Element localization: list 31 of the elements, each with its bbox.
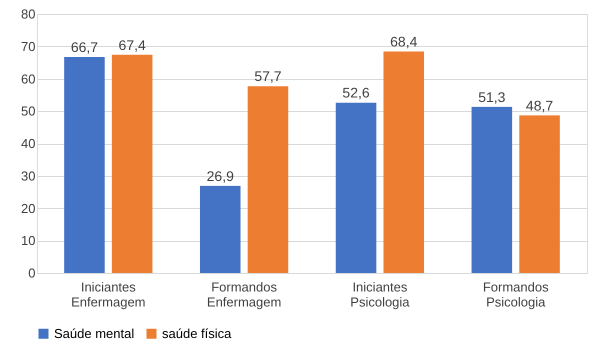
x-tick-label: Formandos Enfermagem bbox=[206, 280, 282, 310]
data-label: 68,4 bbox=[390, 34, 418, 50]
y-tick-label: 60 bbox=[21, 71, 36, 86]
y-tick-label: 70 bbox=[21, 38, 36, 54]
data-label: 52,6 bbox=[342, 84, 370, 101]
y-tick-label: 50 bbox=[21, 104, 36, 119]
y-tick-label: 0 bbox=[28, 266, 36, 280]
legend-label: saúde física bbox=[162, 326, 232, 341]
bar bbox=[519, 115, 560, 273]
bar bbox=[64, 57, 105, 273]
y-tick-label: 40 bbox=[21, 136, 36, 151]
data-label: 51,3 bbox=[478, 88, 506, 105]
bar bbox=[383, 52, 424, 273]
y-tick-label: 30 bbox=[21, 168, 36, 184]
data-label: 66,7 bbox=[70, 39, 98, 56]
bar bbox=[200, 186, 241, 273]
data-label: 48,7 bbox=[526, 97, 554, 114]
bar bbox=[248, 86, 288, 273]
bar bbox=[112, 54, 152, 273]
y-tick-label: 20 bbox=[21, 200, 36, 216]
bar bbox=[336, 102, 376, 273]
x-tick-label: Iniciantes Psicologia bbox=[350, 280, 410, 310]
y-tick-label: 80 bbox=[21, 6, 36, 22]
data-label: 26,9 bbox=[206, 168, 234, 184]
y-tick-label: 10 bbox=[21, 233, 36, 248]
x-tick-label: Iniciantes Enfermagem bbox=[71, 280, 146, 310]
legend-label: Saúde mental bbox=[54, 326, 134, 341]
data-label: 67,4 bbox=[118, 36, 146, 53]
x-tick-label: Formandos Psicologia bbox=[482, 280, 550, 310]
bar bbox=[472, 106, 512, 273]
data-label: 57,7 bbox=[254, 68, 282, 84]
